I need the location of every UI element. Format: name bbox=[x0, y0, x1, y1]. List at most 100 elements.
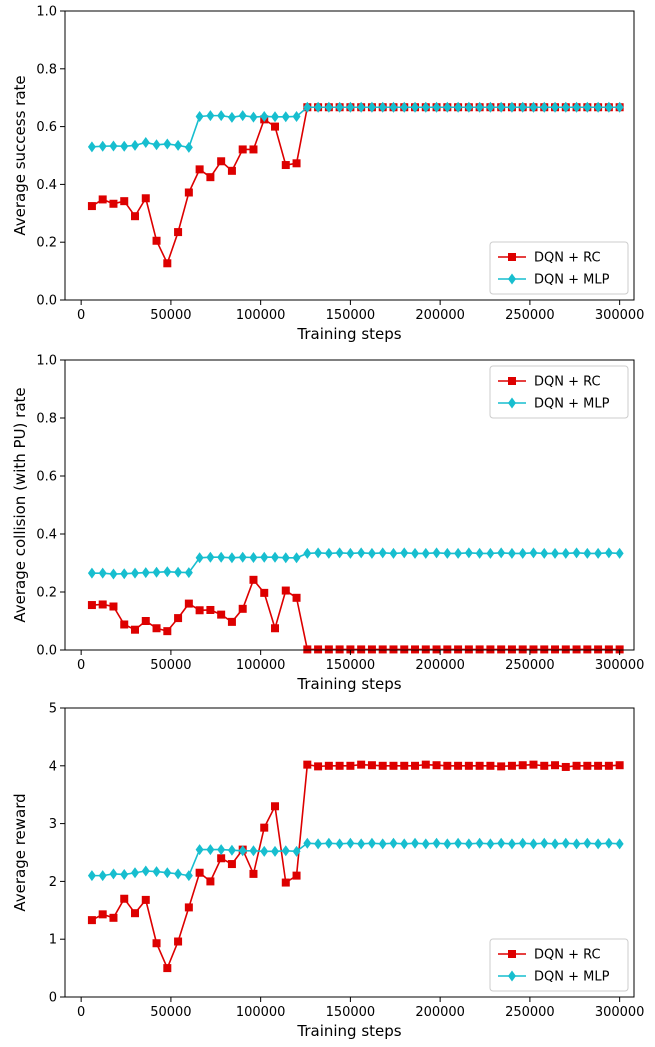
data-point-diamond bbox=[507, 101, 516, 113]
series-mlp bbox=[87, 547, 624, 580]
legend-marker-diamond bbox=[508, 273, 516, 285]
x-tick-label: 0 bbox=[77, 308, 85, 323]
data-point-square bbox=[389, 761, 398, 770]
data-point-diamond bbox=[238, 110, 247, 122]
series-rc bbox=[87, 760, 624, 973]
data-point-square bbox=[378, 645, 387, 654]
data-point-diamond bbox=[292, 110, 301, 122]
data-point-diamond bbox=[454, 101, 463, 113]
data-point-diamond bbox=[271, 111, 280, 123]
data-point-diamond bbox=[346, 837, 355, 849]
data-point-square bbox=[271, 624, 280, 633]
data-point-diamond bbox=[454, 837, 463, 849]
data-point-diamond bbox=[378, 838, 387, 850]
data-point-diamond bbox=[615, 101, 624, 113]
y-tick-label: 0 bbox=[49, 991, 57, 1006]
data-point-diamond bbox=[163, 867, 172, 879]
series-line bbox=[91, 763, 620, 971]
data-point-diamond bbox=[346, 547, 355, 559]
data-point-diamond bbox=[367, 101, 376, 113]
data-point-diamond bbox=[174, 139, 183, 151]
data-point-square bbox=[443, 761, 452, 770]
data-point-diamond bbox=[507, 547, 516, 559]
x-tick-label: 0 bbox=[77, 658, 85, 673]
data-point-square bbox=[314, 762, 323, 771]
data-point-diamond bbox=[464, 101, 473, 113]
data-point-square bbox=[486, 761, 495, 770]
data-point-diamond bbox=[335, 838, 344, 850]
data-point-square bbox=[120, 197, 129, 206]
data-point-square bbox=[594, 761, 603, 770]
x-tick-label: 200000 bbox=[415, 308, 465, 323]
data-point-square bbox=[238, 145, 247, 154]
data-point-square bbox=[131, 625, 140, 634]
data-point-square bbox=[551, 645, 560, 654]
data-point-diamond bbox=[324, 101, 333, 113]
data-point-square bbox=[335, 645, 344, 654]
data-point-diamond bbox=[195, 552, 204, 564]
data-point-square bbox=[87, 202, 96, 211]
data-point-diamond bbox=[217, 551, 226, 563]
data-point-diamond bbox=[561, 547, 570, 559]
data-point-square bbox=[518, 761, 527, 770]
data-point-square bbox=[281, 161, 290, 170]
y-tick-label: 0.8 bbox=[36, 412, 57, 427]
data-point-diamond bbox=[141, 567, 150, 579]
y-tick-label: 2 bbox=[49, 875, 57, 890]
data-point-square bbox=[464, 761, 473, 770]
data-point-diamond bbox=[421, 101, 430, 113]
data-point-diamond bbox=[174, 868, 183, 880]
plot-frame bbox=[64, 359, 635, 651]
data-point-diamond bbox=[421, 547, 430, 559]
data-point-square bbox=[217, 610, 226, 619]
data-point-diamond bbox=[615, 838, 624, 850]
data-point-square bbox=[281, 586, 290, 595]
data-point-square bbox=[227, 860, 236, 869]
data-point-square bbox=[249, 869, 258, 878]
data-point-diamond bbox=[227, 844, 236, 856]
legend-item-rc: DQN + RC bbox=[498, 948, 601, 963]
data-point-square bbox=[346, 761, 355, 770]
data-point-square bbox=[195, 165, 204, 174]
x-tick-label: 250000 bbox=[505, 658, 555, 673]
data-point-square bbox=[551, 761, 560, 770]
data-point-square bbox=[206, 877, 215, 886]
data-point-diamond bbox=[184, 141, 193, 153]
legend-marker-diamond bbox=[508, 397, 516, 409]
data-point-diamond bbox=[98, 567, 107, 579]
data-point-square bbox=[109, 913, 118, 922]
data-point-diamond bbox=[303, 547, 312, 559]
y-tick-label: 0.4 bbox=[36, 178, 57, 193]
y-tick-label: 0.2 bbox=[36, 236, 57, 251]
data-point-square bbox=[227, 617, 236, 626]
legend-item-mlp: DQN + MLP bbox=[498, 397, 610, 412]
data-point-square bbox=[324, 761, 333, 770]
data-point-square bbox=[615, 761, 624, 770]
data-point-diamond bbox=[217, 110, 226, 122]
data-point-diamond bbox=[572, 547, 581, 559]
data-point-square bbox=[152, 624, 161, 633]
data-point-diamond bbox=[260, 551, 269, 563]
x-tick-label: 50000 bbox=[150, 308, 191, 323]
x-tick-label: 300000 bbox=[595, 1005, 645, 1020]
data-point-diamond bbox=[518, 837, 527, 849]
legend-label-mlp: DQN + MLP bbox=[534, 273, 610, 288]
data-point-diamond bbox=[281, 552, 290, 564]
data-point-square bbox=[141, 194, 150, 203]
data-point-diamond bbox=[109, 140, 118, 152]
data-point-diamond bbox=[583, 547, 592, 559]
x-tick-label: 150000 bbox=[326, 308, 376, 323]
data-point-square bbox=[411, 645, 420, 654]
data-point-diamond bbox=[594, 547, 603, 559]
data-point-square bbox=[281, 878, 290, 887]
y-axis-label: Average collision (with PU) rate bbox=[11, 387, 29, 622]
data-point-diamond bbox=[98, 870, 107, 882]
data-point-square bbox=[271, 802, 280, 811]
x-tick-label: 100000 bbox=[236, 1005, 286, 1020]
data-point-diamond bbox=[518, 101, 527, 113]
data-point-square bbox=[174, 614, 183, 623]
data-point-square bbox=[98, 195, 107, 204]
data-point-diamond bbox=[131, 867, 140, 879]
data-point-diamond bbox=[497, 837, 506, 849]
